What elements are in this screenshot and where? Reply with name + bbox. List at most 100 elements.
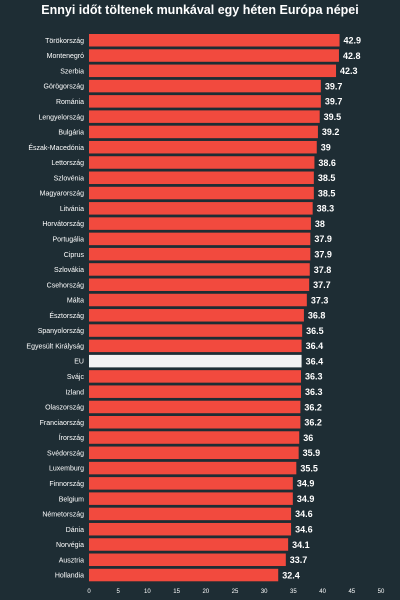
category-label: Szlovákia (54, 267, 84, 274)
data-label: 34.9 (297, 479, 315, 489)
data-label: 38.6 (318, 158, 336, 168)
data-label: 38.5 (318, 173, 336, 183)
bar (89, 293, 307, 307)
category-label: Dánia (66, 527, 84, 534)
data-label: 38.5 (318, 188, 336, 198)
data-label: 39.5 (324, 112, 342, 122)
bar (89, 49, 339, 62)
data-label: 34.6 (295, 525, 313, 535)
category-label: Észtország (49, 311, 84, 320)
x-tick-label: 5 (117, 589, 121, 595)
category-label: Hollandia (55, 573, 84, 580)
bar (89, 202, 313, 215)
data-label: 36.8 (308, 311, 326, 321)
bar (89, 171, 314, 185)
bar (89, 247, 311, 261)
x-tick-label: 45 (348, 589, 355, 595)
bar (89, 461, 297, 475)
category-label: Magyarország (40, 191, 84, 198)
category-label: Szlovénia (54, 175, 84, 182)
category-label: Egyesült Királyság (26, 343, 84, 350)
data-label: 39.2 (322, 127, 340, 137)
bar (89, 477, 293, 490)
data-label: 36.5 (306, 326, 324, 336)
x-tick-label: 30 (261, 589, 268, 595)
x-tick-label: 35 (290, 589, 297, 595)
data-label: 38.3 (317, 204, 335, 214)
bar (89, 263, 310, 276)
data-label: 37.9 (314, 249, 332, 259)
data-label: 37.7 (313, 280, 331, 290)
category-label: Luxemburg (49, 466, 84, 473)
category-label: Bulgária (58, 130, 84, 137)
bar (89, 125, 318, 139)
bar (89, 492, 293, 505)
data-label: 42.8 (343, 51, 361, 61)
data-label: 34.6 (295, 509, 313, 519)
x-tick-label: 20 (202, 589, 209, 595)
bar (89, 339, 302, 353)
bar (89, 400, 301, 414)
category-label: Franciaország (40, 420, 84, 427)
data-label: 39.7 (325, 97, 343, 107)
bar (89, 217, 311, 230)
data-label: 36.3 (305, 387, 323, 397)
data-label: 35.5 (300, 463, 318, 473)
bar (89, 431, 300, 444)
bar (89, 568, 279, 582)
bar (89, 370, 301, 383)
category-label: Lettország (51, 160, 84, 167)
category-label: Görögország (44, 84, 85, 91)
bar (89, 110, 320, 123)
category-label: Horvátország (42, 221, 84, 228)
data-label: 36.2 (304, 402, 322, 412)
category-label: Ciprus (64, 252, 85, 259)
bar (89, 186, 314, 200)
category-label: EU (74, 359, 84, 366)
data-label: 38 (315, 219, 325, 229)
bar (89, 309, 304, 322)
data-label: 37.3 (311, 295, 329, 305)
bar (89, 416, 301, 429)
data-label: 36.4 (306, 341, 324, 351)
bar (89, 140, 317, 154)
bar (89, 446, 299, 460)
bar (89, 34, 340, 47)
data-label: 37.8 (314, 265, 332, 275)
data-label: 37.9 (314, 234, 332, 244)
bar (89, 79, 321, 93)
category-label: Norvégia (56, 542, 84, 549)
category-label: Litvánia (60, 206, 84, 213)
category-label: Portugália (52, 236, 84, 243)
data-label: 34.1 (292, 540, 310, 550)
data-label: 42.9 (344, 36, 362, 46)
category-label: Montenegró (47, 53, 84, 60)
data-label: 36.2 (304, 418, 322, 428)
category-label: Törökország (45, 38, 84, 45)
data-label: 32.4 (282, 570, 300, 580)
category-label: Románia (56, 99, 84, 106)
data-label: 34.9 (297, 494, 315, 504)
bar (89, 522, 292, 536)
category-label: Olaszország (45, 405, 84, 412)
x-tick-label: 40 (319, 589, 326, 595)
category-label: Németország (42, 512, 84, 519)
category-label: Izland (65, 389, 84, 396)
category-label: Spanyolország (38, 328, 84, 335)
data-label: 36 (303, 433, 313, 443)
x-tick-label: 15 (173, 589, 180, 595)
bar (89, 538, 289, 551)
bar (89, 232, 311, 246)
bar (89, 507, 292, 521)
bar (89, 385, 301, 398)
category-label: Finnország (49, 481, 84, 488)
category-label: Belgium (59, 496, 84, 503)
bar (89, 95, 321, 108)
data-label: 36.3 (305, 372, 323, 382)
data-label: 42.3 (340, 66, 358, 76)
category-label: Csehország (47, 282, 84, 289)
data-label: 39 (321, 143, 331, 153)
bar (89, 64, 337, 78)
chart-title: Ennyi időt töltenek munkával egy héten E… (41, 3, 359, 17)
